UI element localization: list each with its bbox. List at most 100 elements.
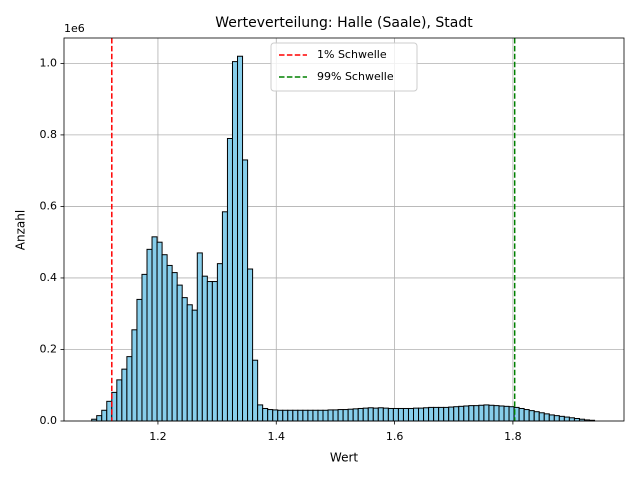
bar: [257, 404, 264, 422]
bar: [327, 409, 334, 422]
bar: [181, 297, 188, 422]
bar: [201, 275, 208, 422]
bar: [478, 404, 485, 422]
bar: [312, 409, 319, 422]
bar: [101, 409, 108, 422]
bar: [166, 264, 173, 422]
bar: [292, 409, 299, 422]
x-tick-label: 1.8: [504, 430, 522, 443]
bar: [508, 406, 515, 422]
bar: [141, 273, 148, 422]
bar: [407, 407, 415, 422]
legend-box: [270, 42, 418, 92]
x-tick-label: 1.2: [149, 430, 167, 443]
bar: [342, 409, 349, 422]
legend-label: 99% Schwelle: [317, 70, 394, 83]
bar: [418, 407, 425, 422]
bar: [392, 407, 399, 422]
bar: [332, 409, 339, 422]
bar: [121, 368, 128, 422]
bar: [352, 408, 359, 422]
bar: [538, 412, 545, 422]
bar: [402, 407, 409, 422]
bar: [533, 411, 540, 422]
bar: [226, 137, 233, 422]
bar: [498, 405, 505, 422]
bar: [282, 409, 289, 422]
bar: [463, 405, 470, 422]
bar: [156, 241, 163, 422]
bar: [362, 407, 369, 422]
bar: [548, 414, 555, 422]
bar: [347, 408, 354, 422]
bar: [277, 409, 284, 422]
chart-title: Werteverteilung: Halle (Saale), Stadt: [215, 15, 473, 31]
bar: [191, 309, 198, 422]
bar: [302, 409, 309, 422]
bar: [438, 406, 445, 422]
bar: [221, 211, 228, 422]
bar: [126, 356, 133, 422]
bar: [161, 254, 168, 422]
bar: [247, 268, 254, 422]
y-tick-label: 0.4: [40, 271, 58, 284]
bar: [176, 284, 183, 422]
bar: [387, 407, 394, 422]
bar: [493, 405, 500, 422]
bar: [483, 404, 490, 422]
bar: [448, 406, 455, 422]
bar: [468, 405, 475, 422]
bar: [216, 263, 223, 422]
bar: [413, 407, 420, 422]
bar: [242, 159, 249, 422]
bar: [196, 252, 203, 422]
bar: [372, 407, 379, 422]
bar: [272, 409, 279, 422]
y-tick-label: 1.0: [40, 56, 58, 69]
bar: [397, 407, 404, 422]
bar: [171, 272, 178, 422]
bar: [297, 409, 304, 422]
bar: [267, 409, 274, 422]
bar: [367, 407, 374, 422]
bar: [287, 409, 294, 422]
y-offset-label: 1e6: [64, 22, 85, 35]
bar: [116, 379, 123, 422]
bar: [377, 407, 384, 422]
bar: [307, 409, 314, 422]
axes-frame: [63, 37, 625, 422]
bar: [252, 359, 259, 422]
bar: [488, 404, 495, 422]
bar: [443, 406, 450, 422]
bar: [136, 298, 143, 422]
bar: [337, 409, 344, 422]
x-tick-label: 1.4: [268, 430, 286, 443]
bar: [528, 410, 535, 422]
bar: [382, 407, 389, 422]
y-axis-label: Anzahl: [14, 210, 28, 250]
bar: [111, 391, 118, 422]
bar: [503, 405, 510, 422]
bar: [231, 61, 239, 422]
bar: [317, 409, 324, 422]
bar: [518, 407, 525, 422]
bar: [473, 405, 480, 422]
bar: [206, 281, 213, 422]
bar: [458, 405, 465, 422]
bar: [558, 415, 565, 422]
bar: [146, 248, 153, 422]
bar: [106, 400, 113, 422]
legend-label: 1% Schwelle: [317, 48, 387, 61]
bar: [262, 407, 269, 422]
y-tick-label: 0.0: [40, 414, 58, 427]
bar: [543, 413, 550, 422]
y-tick-label: 0.6: [40, 199, 58, 212]
bar: [96, 415, 103, 422]
y-tick-label: 0.2: [40, 342, 58, 355]
x-axis-label: Wert: [330, 451, 358, 465]
bar: [423, 407, 430, 422]
bar: [523, 409, 530, 422]
bar: [186, 304, 193, 422]
